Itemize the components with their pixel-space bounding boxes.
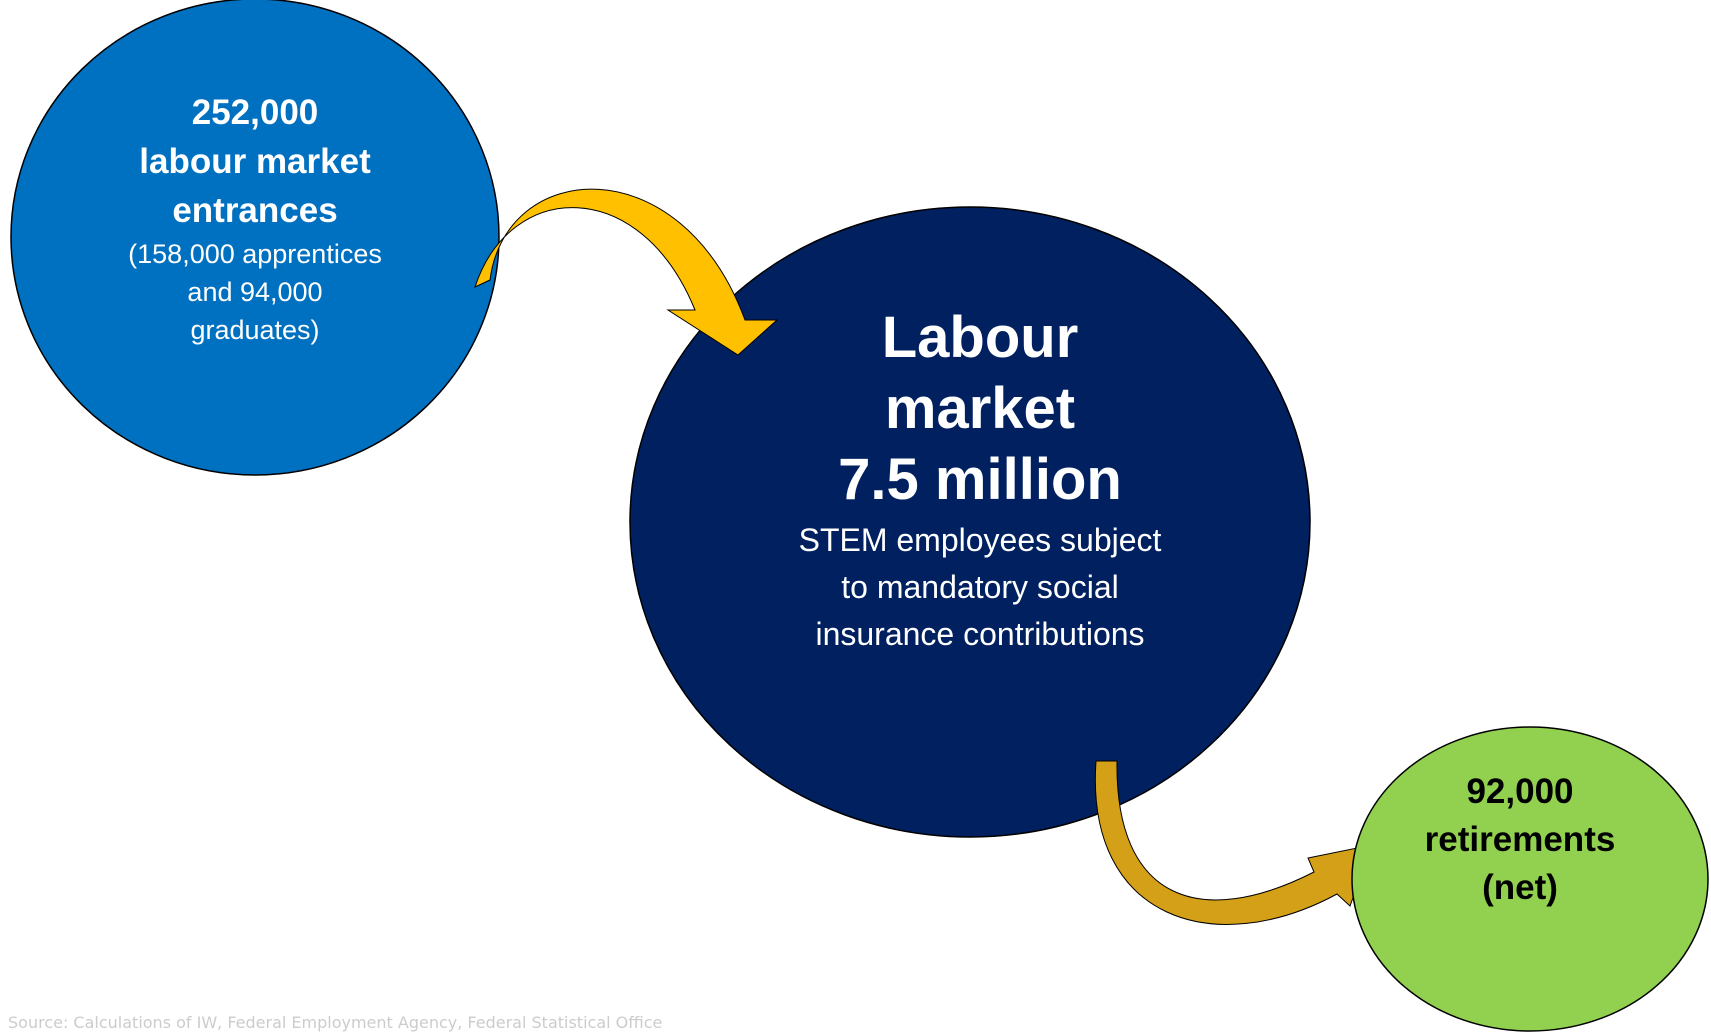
retirements-circle <box>1351 726 1709 1032</box>
entrances-label-line2: entrances <box>172 191 338 230</box>
entrances-detail-line2: and 94,000 <box>187 277 323 307</box>
market-detail-line2: to mandatory social <box>841 569 1119 605</box>
market-title-line1: Labour <box>881 305 1079 370</box>
inflow-arrow <box>474 188 779 356</box>
market-title-line2: market <box>884 376 1076 441</box>
entrances-detail-line3: graduates) <box>190 315 320 345</box>
retirements-label-line2: (net) <box>1482 868 1558 907</box>
retirements-node-text: 92,000 retirements (net) <box>1360 768 1680 912</box>
entrances-circle <box>10 0 500 476</box>
entrances-label-line1: labour market <box>139 142 371 181</box>
entrances-count: 252,000 <box>191 93 319 132</box>
market-total: 7.5 million <box>838 447 1122 512</box>
retirements-label-line1: retirements <box>1424 820 1616 859</box>
labour-market-circle <box>629 206 1311 838</box>
labour-market-node-text: Labour market 7.5 million STEM employees… <box>700 302 1260 656</box>
retirements-count: 92,000 <box>1466 772 1574 811</box>
market-detail-line3: insurance contributions <box>815 616 1145 652</box>
source-note: Source: Calculations of IW, Federal Empl… <box>8 1013 663 1032</box>
entrances-node-text: 252,000 labour market entrances (158,000… <box>80 88 430 349</box>
market-detail-line1: STEM employees subject <box>798 522 1162 558</box>
entrances-detail-line1: (158,000 apprentices <box>128 239 382 269</box>
